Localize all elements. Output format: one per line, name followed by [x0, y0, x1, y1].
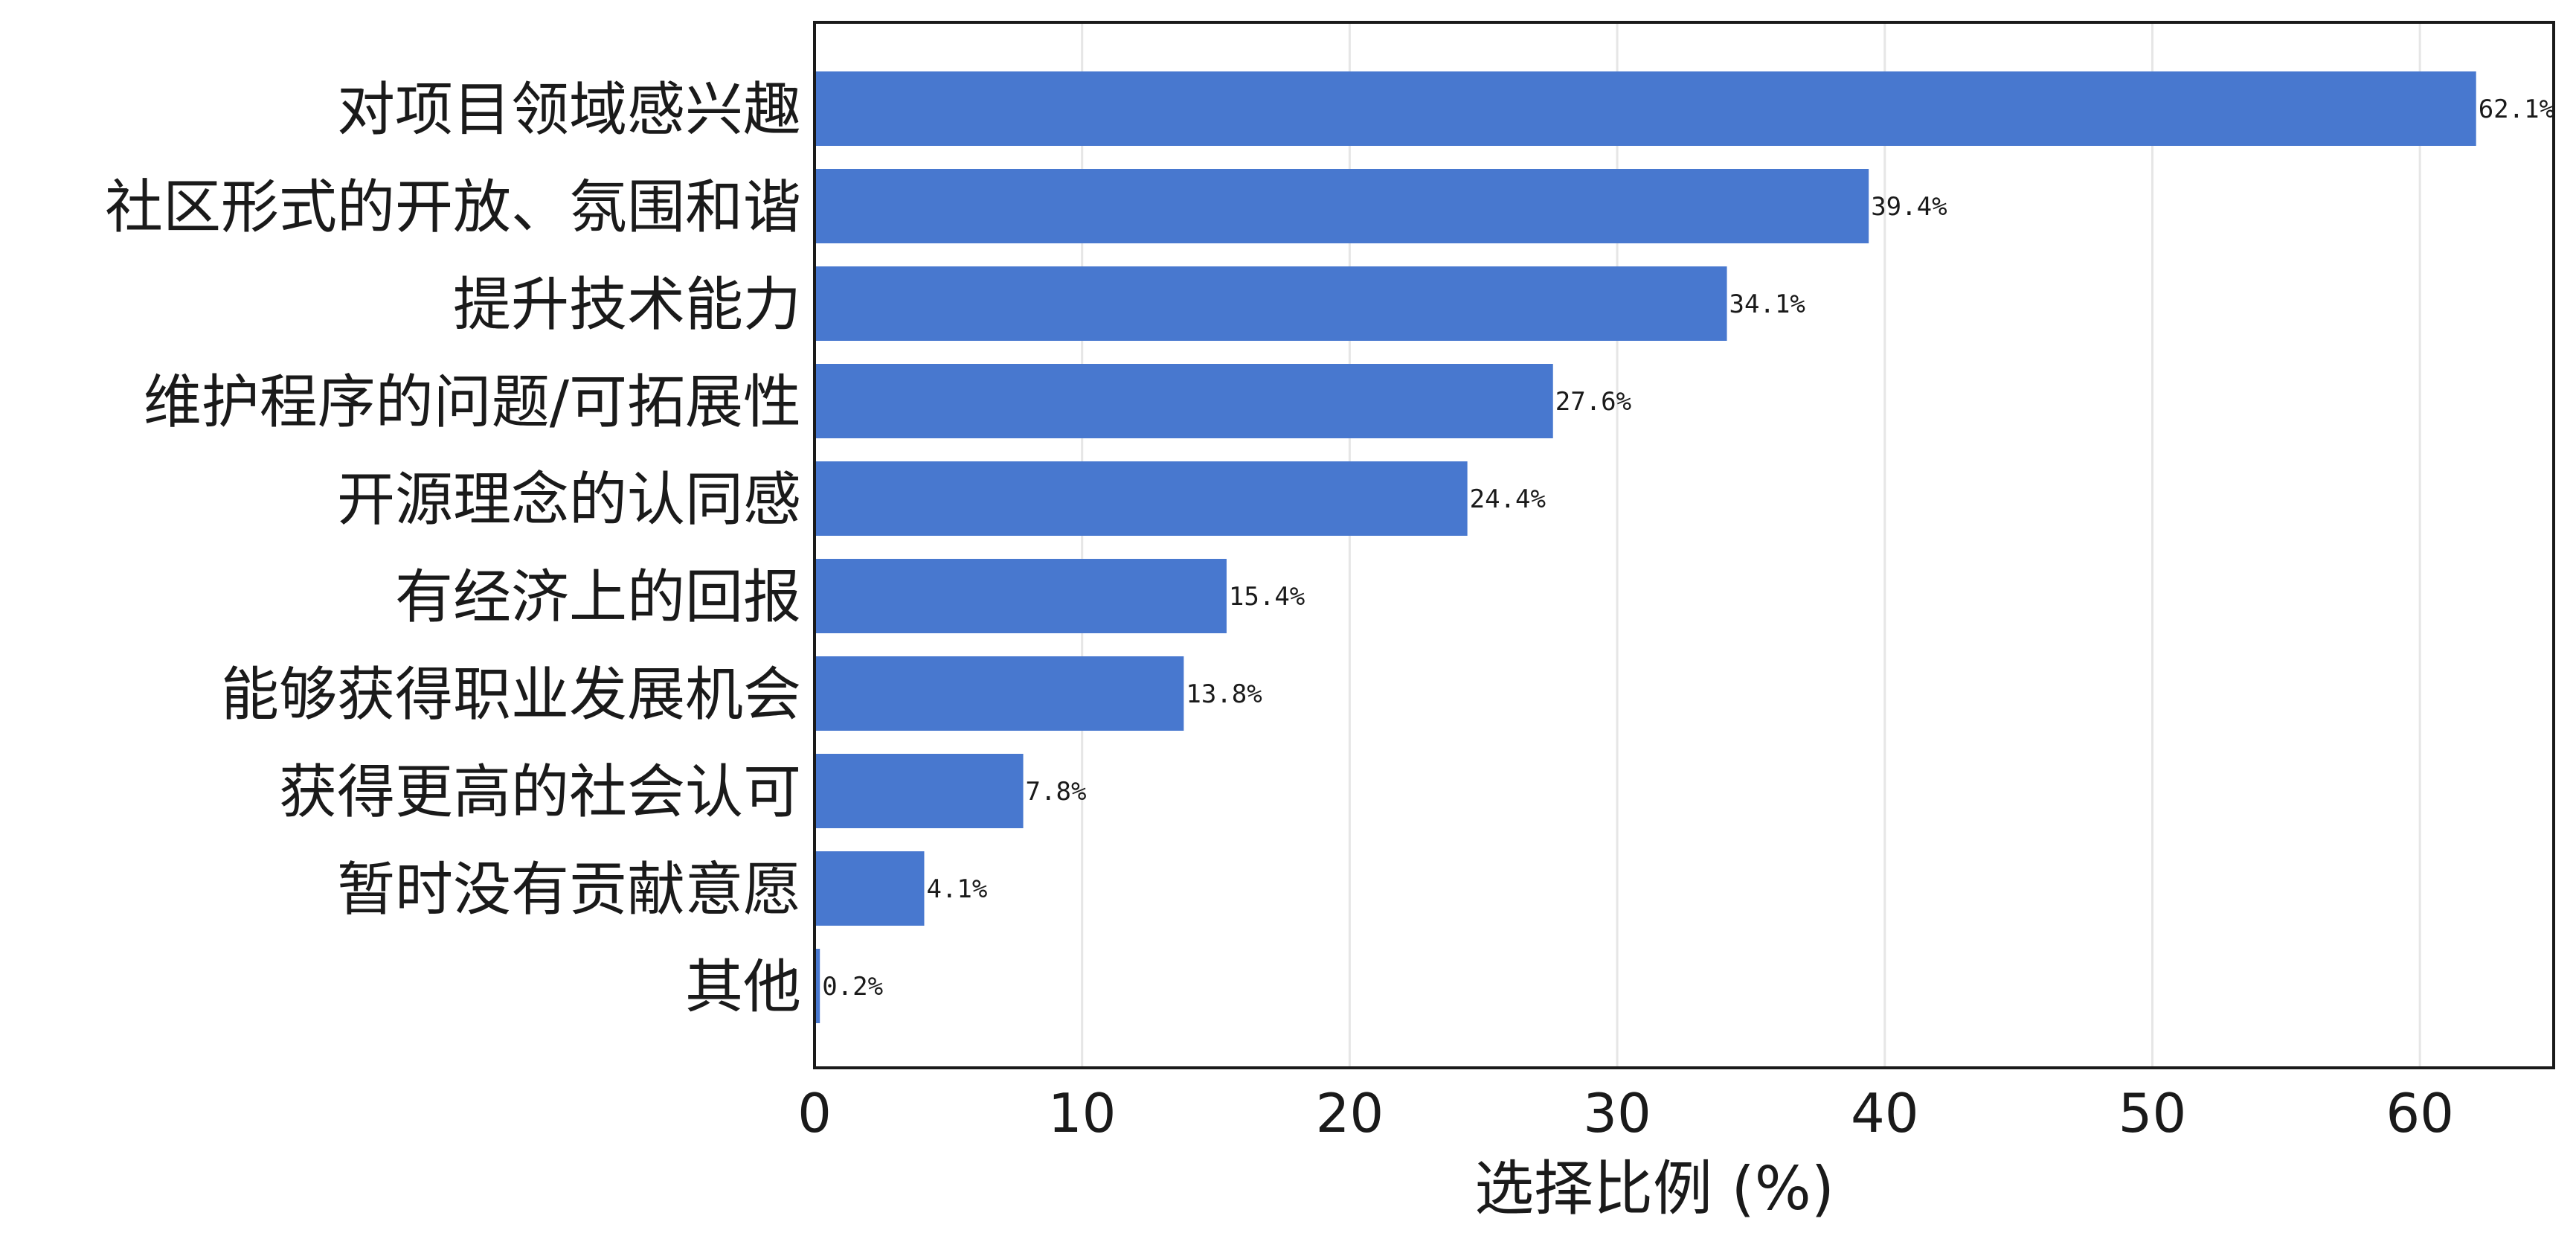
- bar: [815, 461, 1468, 536]
- x-tick-label: 0: [797, 1082, 832, 1144]
- x-tick-labels: 0 10 20 30 40 50 60: [797, 1082, 2454, 1144]
- bar: [815, 266, 1727, 341]
- value-label: 62.1%: [2479, 95, 2554, 124]
- category-label: 暂时没有贡献意愿: [337, 856, 801, 923]
- x-tick-label: 10: [1048, 1082, 1117, 1144]
- x-tick-label: 40: [1851, 1082, 1919, 1144]
- value-label: 0.2%: [822, 972, 883, 1002]
- category-label: 获得更高的社会认可: [279, 759, 801, 826]
- category-label: 开源理念的认同感: [337, 467, 801, 534]
- bar: [815, 851, 925, 926]
- x-tick-label: 60: [2386, 1082, 2454, 1144]
- value-labels: 62.1% 39.4% 34.1% 27.6% 24.4% 15.4% 13.8% 7.8% 4…: [822, 95, 2554, 1002]
- value-label: 27.6%: [1555, 387, 1631, 417]
- value-label: 39.4%: [1871, 192, 1947, 222]
- value-label: 13.8%: [1186, 679, 1262, 709]
- x-tick-label: 20: [1316, 1082, 1384, 1144]
- x-tick-label: 30: [1583, 1082, 1651, 1144]
- value-label: 7.8%: [1026, 777, 1087, 807]
- bar: [815, 364, 1553, 438]
- value-label: 4.1%: [926, 874, 987, 904]
- value-label: 34.1%: [1729, 289, 1805, 319]
- bar: [815, 559, 1227, 633]
- value-label: 24.4%: [1470, 484, 1546, 514]
- category-label: 有经济上的回报: [395, 564, 801, 631]
- x-tick-label: 50: [2119, 1082, 2187, 1144]
- value-label: 15.4%: [1229, 582, 1305, 612]
- bars: [815, 71, 2476, 1023]
- bar: [815, 949, 820, 1023]
- category-label: 其他: [685, 954, 801, 1021]
- bar: [815, 656, 1184, 731]
- category-labels: 对项目领域感兴趣社区形式的开放、氛围和谐提升技术能力维护程序的问题/可拓展性开源…: [105, 77, 801, 1021]
- category-label: 能够获得职业发展机会: [221, 662, 801, 729]
- bar: [815, 71, 2476, 146]
- x-axis-title: 选择比例 (%): [1474, 1154, 1834, 1223]
- plot-frame: [813, 21, 2555, 1069]
- bar: [815, 169, 1869, 243]
- category-label: 社区形式的开放、氛围和谐: [105, 174, 801, 241]
- category-label: 维护程序的问题/可拓展性: [144, 369, 801, 436]
- bar: [815, 754, 1024, 828]
- category-label: 对项目领域感兴趣: [337, 77, 801, 144]
- category-label: 提升技术能力: [453, 272, 801, 339]
